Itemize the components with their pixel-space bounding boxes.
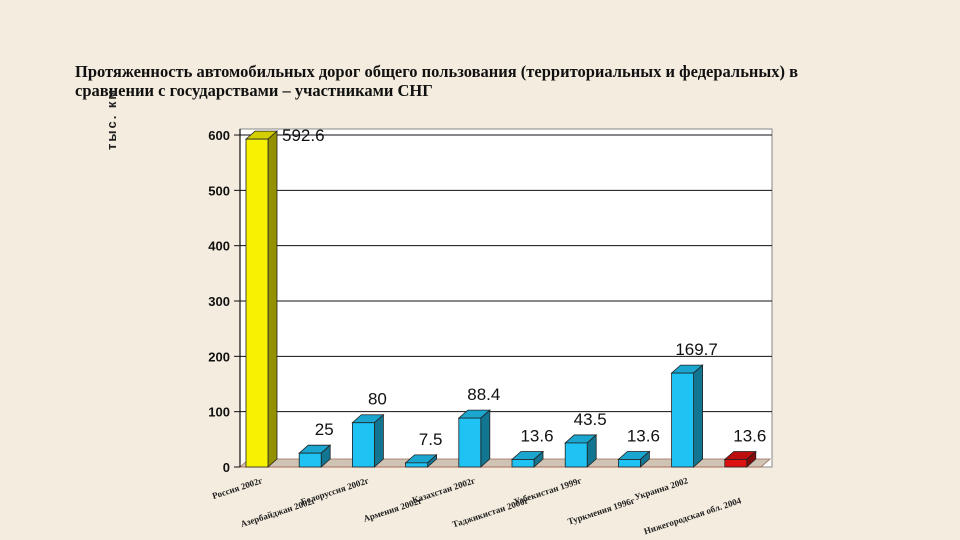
data-label: 80: [368, 390, 387, 409]
bar-front: [245, 138, 269, 468]
bar: [670, 364, 704, 468]
data-label: 43.5: [574, 410, 607, 429]
bar-front: [564, 442, 588, 468]
data-label: 25: [315, 420, 334, 439]
bar-front: [298, 452, 322, 468]
bar: [457, 409, 491, 468]
bar-side: [267, 130, 278, 468]
bar: [298, 444, 332, 468]
y-tick-label: 500: [208, 183, 230, 198]
bar: [404, 453, 438, 468]
bar-front: [458, 417, 482, 468]
bar-front: [671, 372, 694, 468]
y-tick-label: 0: [223, 460, 230, 475]
category-label: Украина 2002: [633, 475, 690, 502]
bar-front: [724, 459, 748, 468]
category-label: Казахстан 2002г: [411, 475, 477, 505]
category-label: Нижегородская обл. 2004: [643, 495, 743, 536]
bar: [244, 130, 279, 468]
bar-front: [351, 422, 375, 468]
category-label: Туркмения 1996г: [566, 495, 636, 526]
data-label: 169.7: [675, 340, 718, 359]
bar: [510, 450, 545, 468]
data-label: 7.5: [419, 430, 443, 449]
data-label: 13.6: [520, 426, 553, 445]
data-label: 13.6: [627, 426, 660, 445]
bar: [617, 450, 651, 468]
data-label: 13.6: [733, 426, 766, 445]
category-label: Белоруссия 2002г: [299, 475, 370, 506]
bar-front: [511, 459, 535, 468]
y-tick-label: 600: [208, 128, 230, 143]
data-label: 88.4: [467, 385, 500, 404]
bar-side: [373, 413, 384, 468]
bar-side: [480, 409, 491, 468]
bar: [564, 434, 598, 468]
bar: [351, 413, 385, 468]
y-tick-label: 400: [208, 239, 230, 254]
bar-front: [405, 462, 429, 468]
category-label: Россия 2002г: [211, 475, 264, 501]
bar: [723, 450, 757, 468]
bar-side: [693, 364, 703, 468]
bar-front: [618, 459, 641, 468]
category-label: Узбекистан 1999г: [512, 475, 582, 506]
chart-title: Протяженность автомобильных дорог общего…: [75, 62, 799, 100]
data-label: 592.6: [282, 126, 325, 145]
y-tick-label: 100: [208, 405, 230, 420]
y-tick-label: 300: [208, 294, 230, 309]
y-tick-label: 200: [208, 349, 230, 364]
